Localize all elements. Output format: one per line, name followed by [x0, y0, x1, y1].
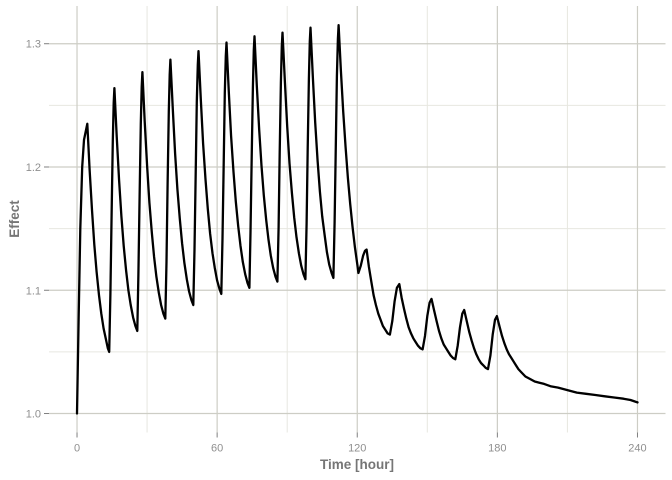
y-axis-title: Effect — [7, 200, 22, 238]
x-axis-title: Time [hour] — [320, 457, 394, 472]
axis-ticks — [44, 43, 638, 438]
y-tick-label: 1.3 — [26, 39, 41, 51]
x-tick-label: 60 — [211, 443, 223, 455]
major-gridlines — [49, 6, 666, 433]
x-tick-label: 120 — [348, 443, 366, 455]
x-tick-label: 180 — [488, 443, 506, 455]
axis-tick-labels: 0 60 120 180 240 1.0 1.1 1.2 1.3 — [26, 39, 647, 455]
y-tick-label: 1.0 — [26, 409, 41, 421]
y-tick-label: 1.2 — [26, 162, 41, 174]
x-tick-label: 0 — [74, 443, 80, 455]
effect-curve — [75, 24, 639, 415]
y-tick-label: 1.1 — [26, 285, 41, 297]
x-tick-label: 240 — [628, 443, 646, 455]
